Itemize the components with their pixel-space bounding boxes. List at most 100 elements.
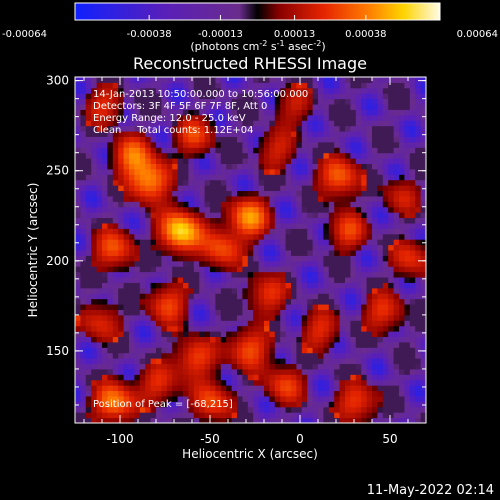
colorbar-tick-label: 0.00013: [274, 29, 315, 40]
heatmap-cell: [193, 152, 200, 159]
heatmap-cell: [107, 260, 114, 267]
heatmap-cell: [145, 277, 152, 283]
heatmap-cell: [220, 87, 227, 94]
heatmap-cell: [183, 82, 189, 89]
heatmap-cell: [280, 395, 287, 402]
heatmap-cell: [85, 82, 92, 89]
heatmap-cell: [269, 174, 276, 181]
heatmap-cell: [323, 412, 330, 419]
heatmap-cell: [269, 93, 276, 100]
heatmap-cell: [372, 298, 378, 305]
heatmap-cell: [339, 417, 346, 423]
heatmap-cell: [96, 98, 103, 105]
heatmap-cell: [220, 309, 227, 316]
heatmap-cell: [231, 195, 238, 202]
heatmap-cell: [177, 163, 184, 170]
heatmap-cell: [150, 401, 157, 408]
heatmap-cell: [85, 114, 92, 121]
heatmap-cell: [193, 179, 200, 186]
heatmap-cell: [210, 304, 216, 310]
heatmap-cell: [372, 104, 378, 110]
heatmap-cell: [220, 109, 227, 116]
heatmap-cell: [291, 298, 297, 305]
heatmap-cell: [102, 163, 108, 170]
heatmap-cell: [231, 320, 238, 327]
heatmap-cell: [366, 347, 373, 354]
heatmap-cell: [183, 293, 189, 300]
heatmap-cell: [355, 201, 362, 208]
heatmap-cell: [355, 206, 362, 213]
heatmap-cell: [415, 352, 422, 359]
heatmap-cell: [318, 190, 324, 197]
heatmap-cell: [274, 93, 281, 100]
heatmap-cell: [328, 233, 335, 240]
heatmap-cell: [415, 250, 422, 256]
heatmap-cell: [345, 217, 351, 224]
heatmap-cell: [123, 163, 130, 170]
heatmap-cell: [199, 293, 206, 300]
heatmap-cell: [118, 412, 125, 419]
heatmap-cell: [285, 309, 292, 316]
heatmap-cell: [285, 325, 292, 332]
heatmap-cell: [156, 163, 162, 170]
heatmap-cell: [215, 168, 222, 175]
heatmap-cell: [274, 363, 281, 370]
heatmap-cell: [388, 114, 395, 121]
heatmap-cell: [193, 341, 200, 348]
heatmap-cell: [172, 206, 179, 213]
heatmap-cell: [215, 260, 222, 267]
heatmap-cell: [156, 109, 162, 116]
heatmap-cell: [296, 185, 303, 192]
heatmap-cell: [150, 77, 157, 83]
heatmap-cell: [415, 174, 422, 181]
heatmap-cell: [183, 190, 189, 197]
heatmap-cell: [409, 222, 416, 229]
heatmap-cell: [318, 331, 324, 337]
heatmap-cell: [323, 352, 330, 359]
heatmap-cell: [112, 87, 119, 94]
heatmap-cell: [96, 352, 103, 359]
heatmap-cell: [112, 385, 119, 392]
heatmap-cell: [118, 395, 125, 402]
heatmap-cell: [210, 228, 216, 235]
heatmap-cell: [150, 385, 157, 392]
heatmap-cell: [350, 152, 357, 159]
heatmap-cell: [150, 82, 157, 89]
heatmap-cell: [85, 352, 92, 359]
heatmap-cell: [264, 87, 270, 94]
heatmap-cell: [210, 179, 216, 186]
heatmap-cell: [80, 250, 87, 256]
heatmap-cell: [393, 147, 400, 154]
heatmap-cell: [291, 325, 297, 332]
heatmap-cell: [177, 406, 184, 413]
heatmap-cell: [350, 136, 357, 143]
heatmap-cell: [269, 195, 276, 202]
heatmap-cell: [328, 304, 335, 310]
heatmap-cell: [166, 358, 173, 365]
heatmap-cell: [231, 201, 238, 208]
heatmap-cell: [183, 185, 189, 192]
heatmap-cell: [220, 93, 227, 100]
annotation-peak: Position of Peak = [-68,215]: [93, 399, 233, 410]
heatmap-cell: [274, 379, 281, 386]
heatmap-cell: [280, 314, 287, 321]
heatmap-cell: [372, 347, 378, 354]
heatmap-cell: [258, 282, 265, 289]
heatmap-cell: [183, 298, 189, 305]
heatmap-cell: [404, 158, 411, 164]
heatmap-cell: [199, 228, 206, 235]
heatmap-cell: [220, 222, 227, 229]
heatmap-cell: [75, 152, 81, 159]
heatmap-cell: [166, 125, 173, 132]
heatmap-cell: [247, 201, 254, 208]
heatmap-cell: [312, 152, 319, 159]
heatmap-cell: [210, 141, 216, 148]
heatmap-cell: [85, 314, 92, 321]
heatmap-cell: [393, 390, 400, 397]
heatmap-cell: [328, 206, 335, 213]
heatmap-cell: [112, 401, 119, 408]
heatmap-cell: [345, 120, 351, 127]
heatmap-cell: [161, 390, 168, 397]
heatmap-cell: [382, 98, 389, 105]
heatmap-cell: [323, 309, 330, 316]
